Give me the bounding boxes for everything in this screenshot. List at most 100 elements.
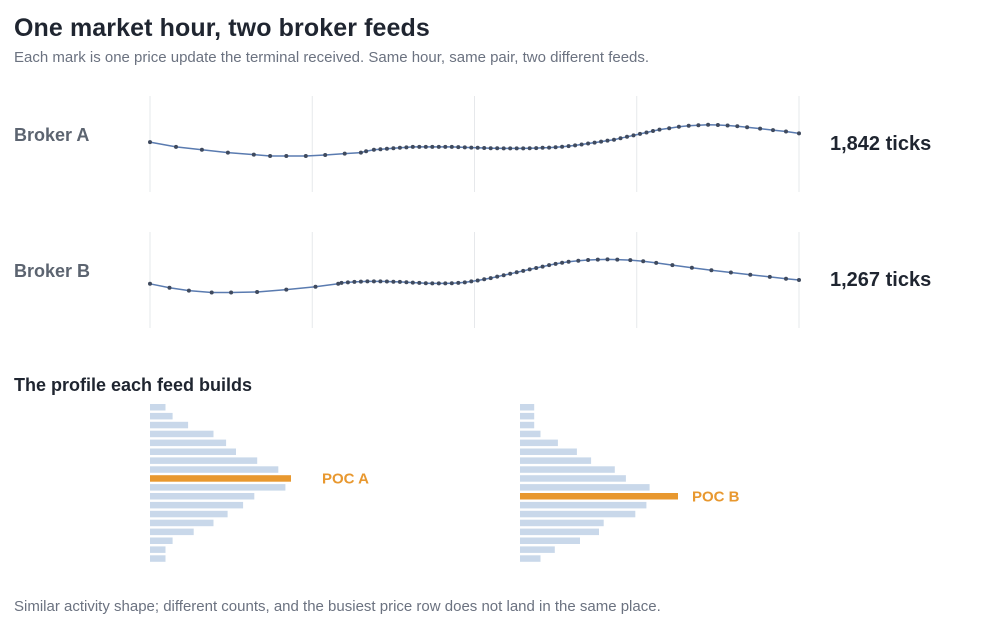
tick-mark <box>284 154 289 158</box>
tick-mark <box>436 144 441 149</box>
page-subtitle: Each mark is one price update the termin… <box>14 49 650 66</box>
tick-mark <box>560 260 565 265</box>
tick-mark <box>229 290 234 295</box>
profile-bar <box>520 484 650 491</box>
profile-bar <box>520 555 541 562</box>
profile-bar <box>520 421 535 429</box>
tick-mark <box>352 279 357 284</box>
tick-mark <box>449 144 454 149</box>
tick-mark <box>443 144 448 149</box>
tick-mark <box>527 267 532 272</box>
tick-mark <box>475 278 480 283</box>
poc-label: POC B <box>692 488 740 505</box>
tick-mark <box>686 123 691 128</box>
tick-mark <box>706 122 711 127</box>
tick-mark <box>605 257 610 262</box>
tick-mark <box>423 144 428 149</box>
profile-bar <box>520 448 577 455</box>
tick-mark <box>358 150 363 155</box>
tick-mark <box>397 145 402 150</box>
tick-mark <box>251 152 256 157</box>
tick-mark <box>586 258 591 262</box>
tick-mark <box>462 280 467 285</box>
tick-mark <box>462 145 467 150</box>
profile-bar <box>520 510 636 518</box>
profile-bar <box>150 519 214 527</box>
tick-mark <box>758 126 763 131</box>
price-line <box>149 124 800 157</box>
tick-mark <box>358 279 363 284</box>
tick-mark <box>501 146 506 151</box>
tick-mark <box>540 145 545 150</box>
tick-mark <box>199 147 204 152</box>
tick-mark <box>534 146 539 151</box>
tick-mark <box>430 144 435 149</box>
footer-note: Similar activity shape; different counts… <box>14 598 661 615</box>
tick-mark <box>521 268 526 273</box>
profile-bar <box>520 430 541 438</box>
tick-mark <box>767 274 772 279</box>
profile-bar <box>150 493 255 500</box>
profile-bar <box>150 528 194 536</box>
profile-bar <box>520 466 615 473</box>
tick-mark <box>540 264 545 269</box>
tick-mark <box>576 258 581 263</box>
tick-mark <box>469 279 474 284</box>
tick-mark <box>482 146 487 150</box>
profile-bar <box>520 546 555 553</box>
tick-mark <box>430 281 435 286</box>
profile-bar <box>150 421 189 429</box>
tick-mark <box>618 136 623 141</box>
tick-mark <box>417 144 422 149</box>
tick-mark <box>651 129 655 133</box>
tick-mark <box>797 131 801 136</box>
tick-mark <box>745 125 750 130</box>
tick-mark <box>615 257 620 262</box>
tick-mark <box>612 137 616 142</box>
tick-mark <box>371 279 376 284</box>
tick-mark <box>628 258 633 263</box>
tick-mark <box>657 127 662 132</box>
tick-mark <box>579 142 584 147</box>
tick-mark <box>689 265 694 270</box>
tick-mark <box>592 140 597 145</box>
tick-mark <box>456 280 461 285</box>
profile-bar <box>520 457 592 464</box>
tick-mark <box>488 276 493 281</box>
tick-mark <box>784 129 788 134</box>
profile-bar <box>150 439 227 447</box>
tick-mark <box>709 268 714 273</box>
tick-mark <box>417 280 422 285</box>
tick-mark <box>501 273 506 278</box>
profile-bar <box>520 475 626 482</box>
tick-mark <box>547 145 552 150</box>
tick-mark <box>495 274 500 279</box>
tick-mark <box>378 147 383 152</box>
tick-mark <box>797 278 801 282</box>
tick-mark <box>605 138 610 143</box>
tick-mark <box>667 126 672 131</box>
tick-mark <box>436 281 441 286</box>
tick-mark <box>284 287 289 292</box>
profile-bar <box>150 466 279 473</box>
tick-mark <box>404 280 409 285</box>
tick-count-broker-a: 1,842 ticks <box>830 133 932 155</box>
tick-mark <box>371 147 376 152</box>
tick-mark <box>423 281 428 286</box>
profile-bar <box>150 510 228 518</box>
tick-mark <box>638 131 642 136</box>
tick-mark <box>560 144 565 149</box>
tick-mark <box>475 145 480 150</box>
tick-chart-broker-b <box>148 232 801 328</box>
tick-mark <box>488 146 493 151</box>
tick-mark <box>735 124 740 129</box>
tick-mark <box>495 146 500 151</box>
tick-mark <box>378 279 383 284</box>
profile-bar <box>520 537 580 544</box>
tick-mark <box>534 266 539 270</box>
tick-mark <box>566 259 571 264</box>
tick-mark <box>186 288 191 293</box>
tick-mark <box>410 144 415 149</box>
tick-mark <box>586 141 591 146</box>
